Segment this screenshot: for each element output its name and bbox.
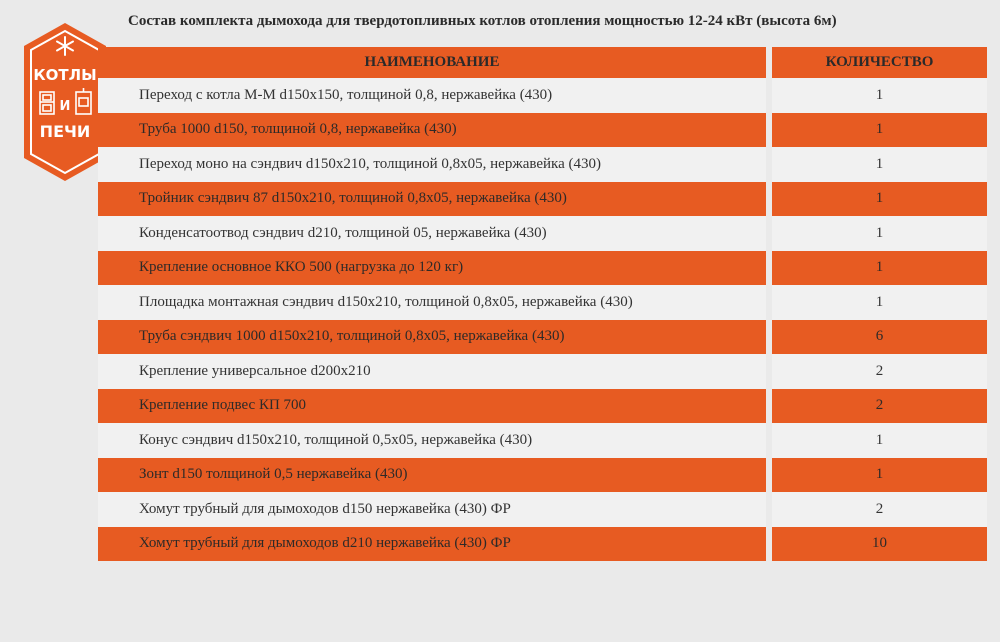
table-row: Конус сэндвич d150x210, толщиной 0,5x05,… [98, 423, 987, 458]
logo-line-2: И [60, 99, 71, 114]
table-row: Переход моно на сэндвич d150x210, толщин… [98, 147, 987, 182]
table-row: Хомут трубный для дымоходов d150 нержаве… [98, 492, 987, 527]
header-quantity: КОЛИЧЕСТВО [772, 47, 987, 78]
item-name: Хомут трубный для дымоходов d210 нержаве… [98, 526, 766, 561]
item-name: Переход моно на сэндвич d150x210, толщин… [98, 147, 766, 182]
logo: КОТЛЫ И ПЕЧИ [24, 23, 106, 181]
item-name: Хомут трубный для дымоходов d150 нержаве… [98, 492, 766, 527]
item-name: Конус сэндвич d150x210, толщиной 0,5x05,… [98, 423, 766, 458]
item-quantity: 1 [772, 112, 987, 147]
table-row: Хомут трубный для дымоходов d210 нержаве… [98, 526, 987, 561]
item-quantity: 1 [772, 181, 987, 216]
item-name: Конденсатоотвод сэндвич d210, толщиной 0… [98, 216, 766, 251]
table-row: Площадка монтажная сэндвич d150x210, тол… [98, 285, 987, 320]
item-quantity: 2 [772, 388, 987, 423]
item-name: Тройник сэндвич 87 d150x210, толщиной 0,… [98, 181, 766, 216]
item-quantity: 1 [772, 250, 987, 285]
table-row: Крепление подвес КП 700 2 [98, 388, 987, 423]
table-body: Переход с котла М-М d150x150, толщиной 0… [98, 78, 987, 561]
item-quantity: 1 [772, 216, 987, 251]
header-name: НАИМЕНОВАНИЕ [98, 47, 766, 78]
table-row: Крепление основное ККО 500 (нагрузка до … [98, 250, 987, 285]
item-quantity: 1 [772, 285, 987, 320]
table-row: Переход с котла М-М d150x150, толщиной 0… [98, 78, 987, 113]
item-name: Зонт d150 толщиной 0,5 нержавейка (430) [98, 457, 766, 492]
item-quantity: 1 [772, 423, 987, 458]
stove-icon [75, 88, 92, 115]
table-header: НАИМЕНОВАНИЕ КОЛИЧЕСТВО [98, 47, 987, 78]
item-name: Переход с котла М-М d150x150, толщиной 0… [98, 78, 766, 113]
page-title: Состав комплекта дымохода для твердотопл… [128, 13, 837, 29]
item-name: Площадка монтажная сэндвич d150x210, тол… [98, 285, 766, 320]
boiler-icon [39, 91, 55, 115]
item-quantity: 1 [772, 78, 987, 113]
item-quantity: 1 [772, 147, 987, 182]
logo-line-3: ПЕЧИ [40, 122, 91, 141]
item-quantity: 1 [772, 457, 987, 492]
item-name: Крепление подвес КП 700 [98, 388, 766, 423]
table-row: Тройник сэндвич 87 d150x210, толщиной 0,… [98, 181, 987, 216]
table-row: Зонт d150 толщиной 0,5 нержавейка (430) 1 [98, 457, 987, 492]
snowflake-icon [56, 36, 74, 56]
item-name: Труба сэндвич 1000 d150x210, толщиной 0,… [98, 319, 766, 354]
item-quantity: 2 [772, 354, 987, 389]
item-quantity: 2 [772, 492, 987, 527]
item-name: Крепление основное ККО 500 (нагрузка до … [98, 250, 766, 285]
item-quantity: 6 [772, 319, 987, 354]
item-quantity: 10 [772, 526, 987, 561]
table-row: Труба сэндвич 1000 d150x210, толщиной 0,… [98, 319, 987, 354]
logo-line-1: КОТЛЫ [33, 66, 96, 84]
item-name: Крепление универсальное d200x210 [98, 354, 766, 389]
kit-table: НАИМЕНОВАНИЕ КОЛИЧЕСТВО Переход с котла … [98, 47, 987, 561]
table-row: Крепление универсальное d200x210 2 [98, 354, 987, 389]
item-name: Труба 1000 d150, толщиной 0,8, нержавейк… [98, 112, 766, 147]
table-row: Конденсатоотвод сэндвич d210, толщиной 0… [98, 216, 987, 251]
table-row: Труба 1000 d150, толщиной 0,8, нержавейк… [98, 112, 987, 147]
